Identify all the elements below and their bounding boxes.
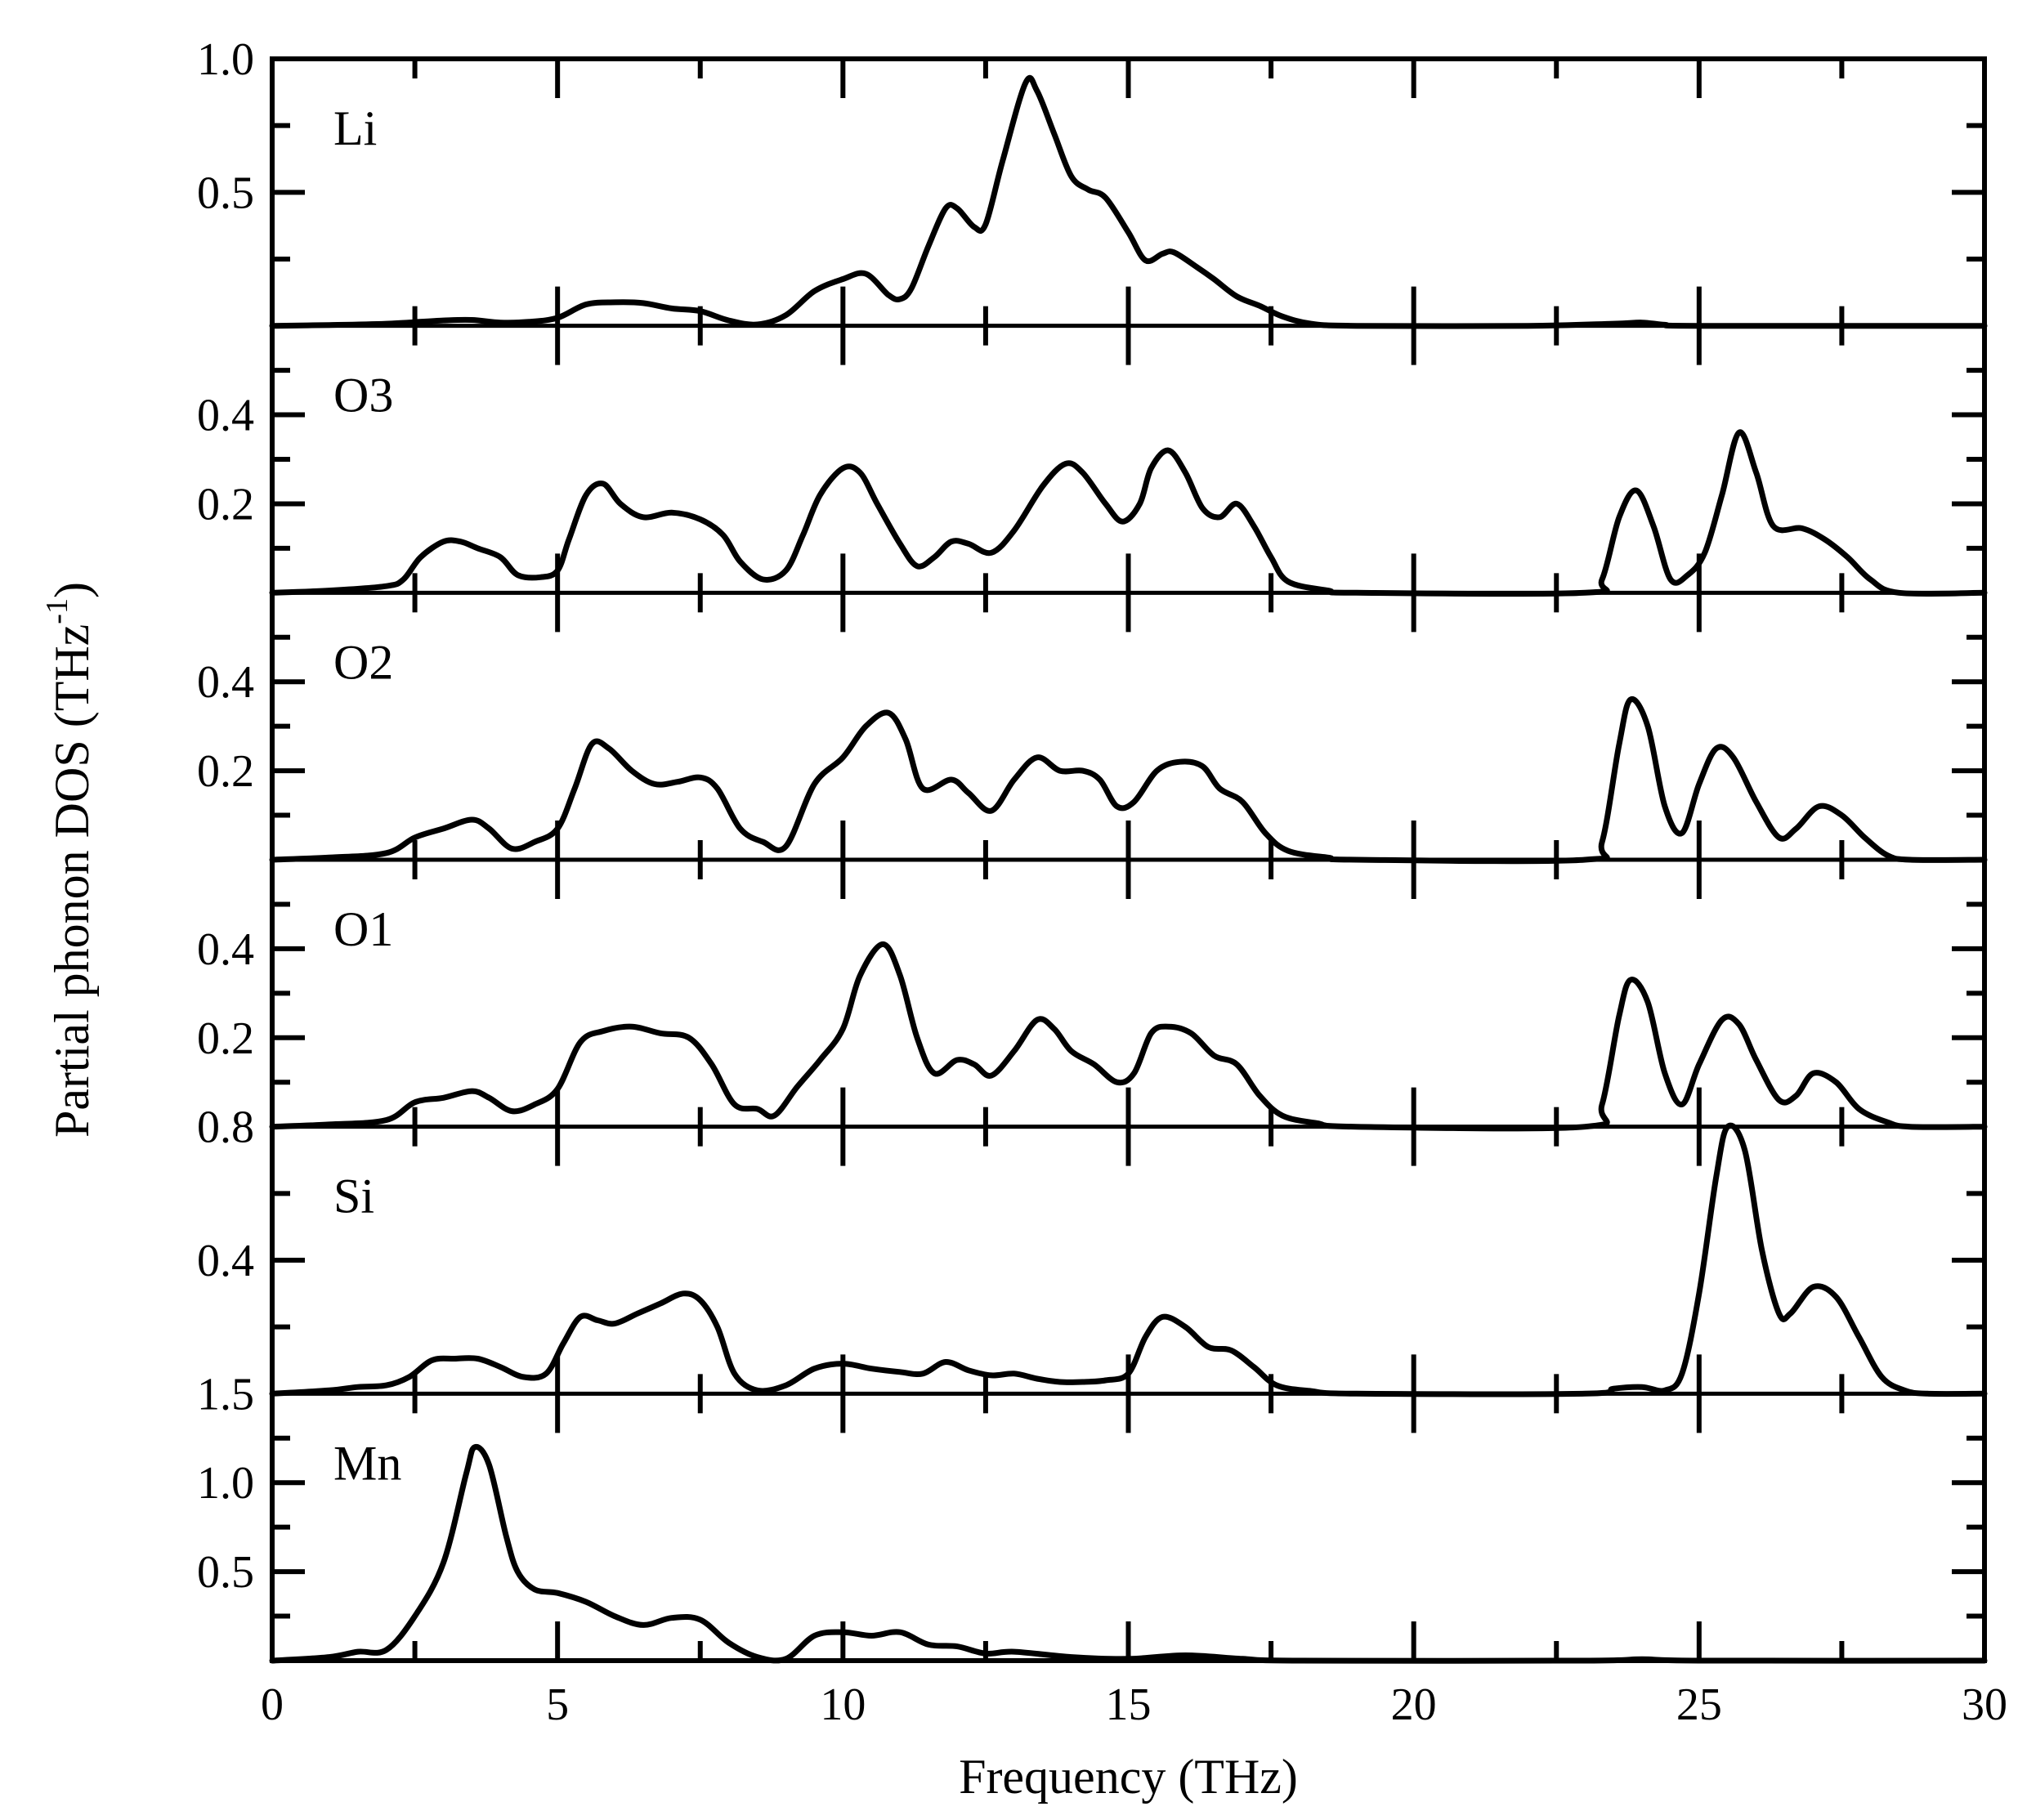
plot-frame [270, 56, 1987, 1663]
x-axis: 0 5 10 15 20 25 30 [261, 1679, 2007, 1730]
panel-o1-ytick-label: 0.4 [197, 924, 254, 975]
panel-o1-ytick-label: 0.2 [197, 1013, 254, 1064]
panel-si-ytick-label: 0.4 [197, 1236, 254, 1286]
panel-mn-ytick-label: 1.0 [197, 1458, 254, 1509]
x-tick-label: 30 [1962, 1679, 2007, 1730]
x-tick-label: 15 [1106, 1679, 1152, 1730]
panel-o2-ytick-label: 0.2 [197, 746, 254, 797]
panel-si: 0.4 0.8 Si [197, 1102, 1988, 1397]
panel-o1-label: O1 [333, 902, 393, 956]
panel-li-ytick-label: 0.5 [197, 168, 254, 218]
panel-o2-label: O2 [333, 635, 393, 689]
x-tick-label: 5 [546, 1679, 569, 1730]
panel-o1-dos-curve [269, 941, 1988, 1132]
panel-o2: 0.2 0.4 O2 [197, 593, 1988, 865]
panel-li-label: Li [333, 101, 377, 155]
panels-group: 0.5 1.0 Li 0.2 0.4 O3 0.2 0.4 O2 0.2 0.4 O1 0.4 0.8 Si… [197, 34, 1988, 1664]
panel-si-ytick-label: 0.8 [197, 1102, 254, 1153]
panel-mn-label: Mn [333, 1436, 401, 1490]
panel-mn-ytick-label: 1.5 [197, 1369, 254, 1420]
x-tick-label: 20 [1391, 1679, 1437, 1730]
panel-o1: 0.2 0.4 O1 [197, 860, 1988, 1132]
panel-li: 0.5 1.0 Li [197, 34, 1988, 329]
panel-mn-ytick-label: 0.5 [197, 1547, 254, 1598]
panel-o3: 0.2 0.4 O3 [197, 325, 1988, 597]
panel-o2-dos-curve [269, 696, 1988, 865]
panel-li-ytick-label: 1.0 [197, 34, 254, 85]
x-tick-label: 25 [1676, 1679, 1722, 1730]
panel-o3-dos-curve [269, 429, 1988, 597]
y-axis-title-close: ) [45, 582, 99, 598]
panel-o2-ytick-label: 0.4 [197, 657, 254, 708]
y-axis-title: Partial phonon DOS (THz-1) [40, 582, 99, 1138]
panel-si-label: Si [333, 1169, 374, 1223]
panel-li-dos-curve [269, 74, 1988, 329]
x-axis-title: Frequency (THz) [959, 1750, 1298, 1804]
x-tick-label: 10 [820, 1679, 866, 1730]
panel-o3-label: O3 [333, 369, 393, 423]
y-axis-title-superscript: -1 [40, 598, 74, 624]
panel-o3-ytick-label: 0.4 [197, 391, 254, 441]
x-tick-label: 0 [261, 1679, 284, 1730]
panel-mn: 0.5 1.0 1.5 Mn [197, 1369, 1988, 1664]
panel-o3-ytick-label: 0.2 [197, 479, 254, 530]
y-axis-title-main: Partial phonon DOS (THz [45, 624, 99, 1138]
panel-si-dos-curve [269, 1122, 1988, 1397]
